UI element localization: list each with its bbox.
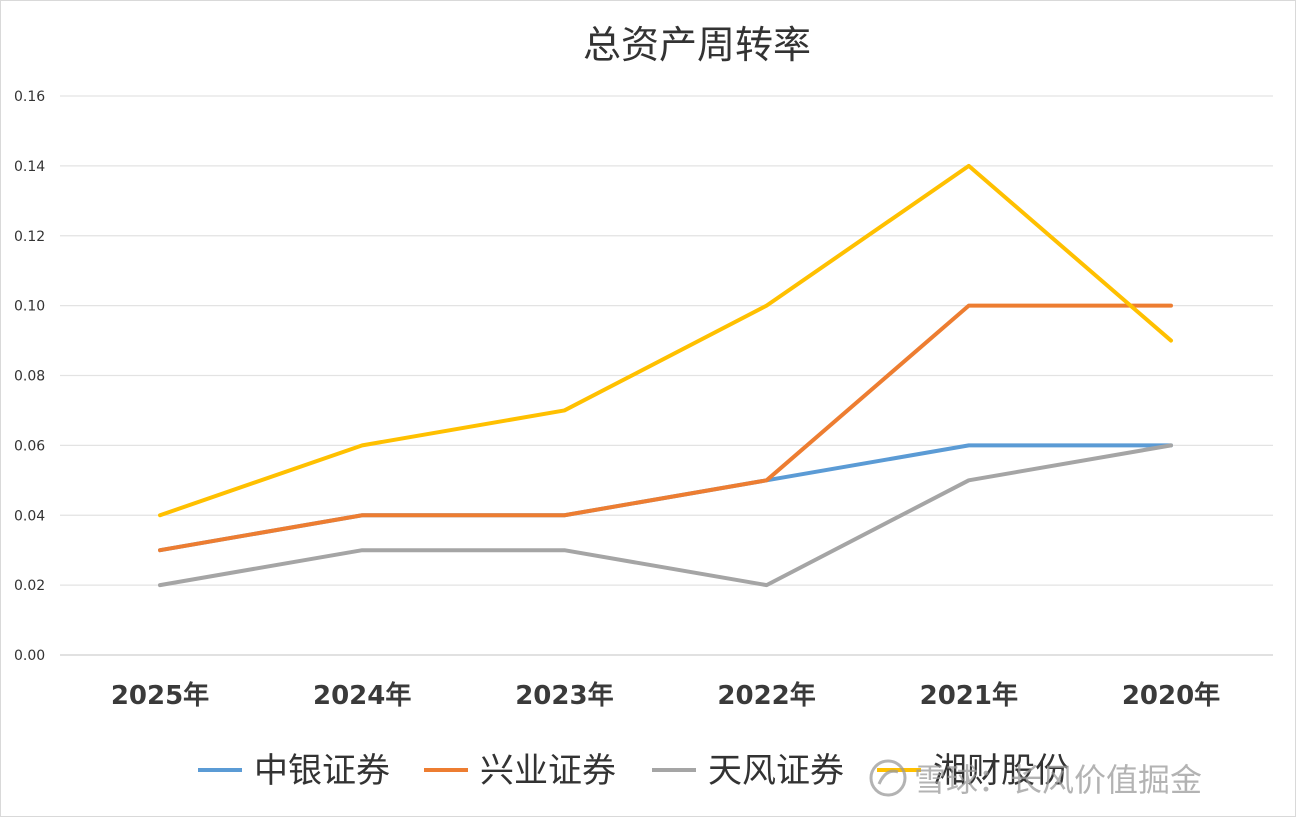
y-tick-label: 0.06 [14, 438, 45, 454]
y-tick-label: 0.04 [14, 508, 45, 524]
x-tick-label: 2020年 [1122, 680, 1220, 711]
legend: 中银证券 兴业证券 天风证券 湘财股份 [198, 751, 1069, 791]
x-axis-ticks: 2025年 2024年 2023年 2022年 2021年 2020年 [111, 680, 1220, 711]
series-lines [158, 163, 1173, 588]
legend-label: 湘财股份 [933, 751, 1069, 791]
y-tick-label: 0.10 [14, 299, 45, 315]
x-tick-label: 2021年 [920, 680, 1018, 711]
series-line-3 [158, 443, 1173, 588]
x-tick-label: 2022年 [717, 680, 815, 711]
y-tick-label: 0.08 [14, 369, 45, 385]
y-tick-label: 0.02 [14, 578, 45, 594]
y-tick-label: 0.14 [14, 159, 45, 175]
y-tick-label: 0.12 [14, 229, 45, 245]
legend-label: 兴业证券 [480, 751, 616, 791]
legend-label: 天风证券 [708, 751, 844, 791]
watermark: 雪球：长风价值掘金 [869, 759, 1202, 799]
legend-label: 中银证券 [254, 751, 390, 791]
chart-title: 总资产周转率 [583, 23, 811, 67]
x-tick-label: 2024年 [313, 680, 411, 711]
y-tick-label: 0.16 [14, 89, 45, 105]
watermark-text: 雪球：长风价值掘金 [914, 761, 1202, 799]
snowball-logo-icon [869, 759, 907, 797]
series-line-4 [158, 163, 1173, 518]
y-axis-ticks: 0.00 0.02 0.04 0.06 0.08 0.10 0.12 0.14 0.16 [14, 89, 45, 664]
y-tick-label: 0.00 [14, 648, 45, 664]
x-tick-label: 2023年 [515, 680, 613, 711]
x-tick-label: 2025年 [111, 680, 209, 711]
series-line-2 [158, 303, 1173, 553]
